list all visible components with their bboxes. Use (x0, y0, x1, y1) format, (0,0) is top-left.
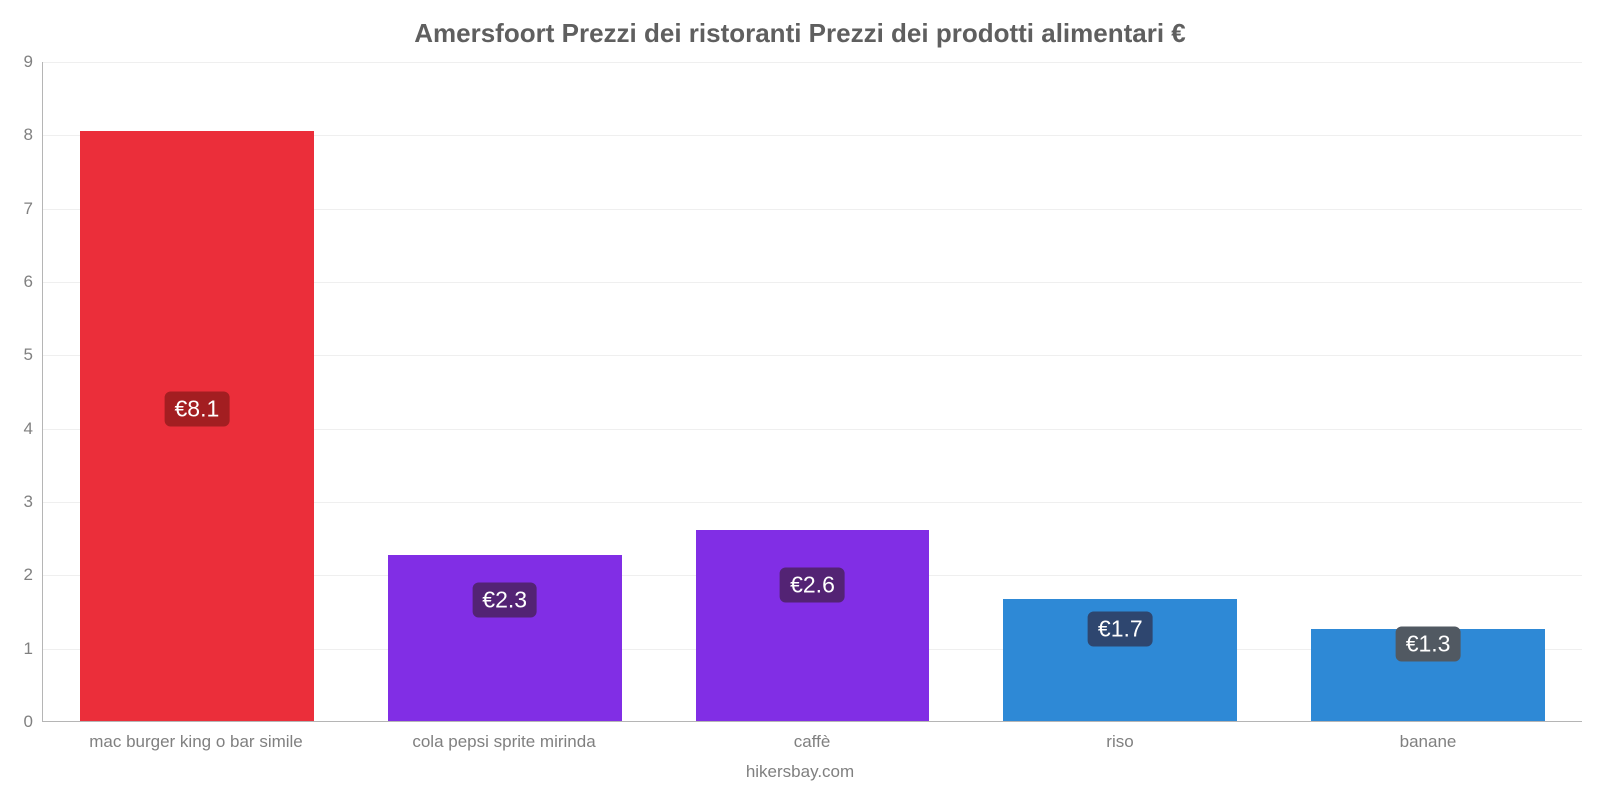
y-tick-label: 7 (24, 199, 43, 219)
y-tick-label: 3 (24, 492, 43, 512)
bar-value-label: €1.3 (1396, 627, 1461, 662)
bar-value-label: €1.7 (1088, 612, 1153, 647)
x-tick-label: riso (966, 732, 1274, 752)
y-tick-label: 6 (24, 272, 43, 292)
bar-slot: €2.6 (659, 61, 967, 721)
y-tick-label: 8 (24, 125, 43, 145)
bar (388, 555, 622, 721)
x-tick-label: cola pepsi sprite mirinda (350, 732, 658, 752)
y-tick-label: 1 (24, 639, 43, 659)
y-tick-label: 4 (24, 419, 43, 439)
plot-area: 0123456789 €8.1€2.3€2.6€1.7€1.3 (42, 62, 1582, 722)
bar-value-label: €2.6 (780, 568, 845, 603)
bar-slot: €2.3 (351, 61, 659, 721)
bar (696, 530, 930, 721)
chart-container: Amersfoort Prezzi dei ristoranti Prezzi … (0, 0, 1600, 800)
chart-title: Amersfoort Prezzi dei ristoranti Prezzi … (0, 18, 1600, 49)
bar-slot: €1.7 (966, 61, 1274, 721)
bars-group: €8.1 €2.3 €2.6 €1.7 €1.3 (43, 61, 1582, 721)
bar-value-label: €2.3 (472, 583, 537, 618)
y-tick-label: 2 (24, 565, 43, 585)
y-tick-label: 5 (24, 345, 43, 365)
bar-slot: €1.3 (1274, 61, 1582, 721)
y-tick-label: 0 (24, 712, 43, 732)
bar-slot: €8.1 (43, 61, 351, 721)
x-tick-label: mac burger king o bar simile (42, 732, 350, 752)
x-tick-label: caffè (658, 732, 966, 752)
attribution-text: hikersbay.com (0, 762, 1600, 782)
x-axis-labels: mac burger king o bar similecola pepsi s… (42, 732, 1582, 752)
y-tick-label: 9 (24, 52, 43, 72)
x-tick-label: banane (1274, 732, 1582, 752)
bar-value-label: €8.1 (165, 392, 230, 427)
